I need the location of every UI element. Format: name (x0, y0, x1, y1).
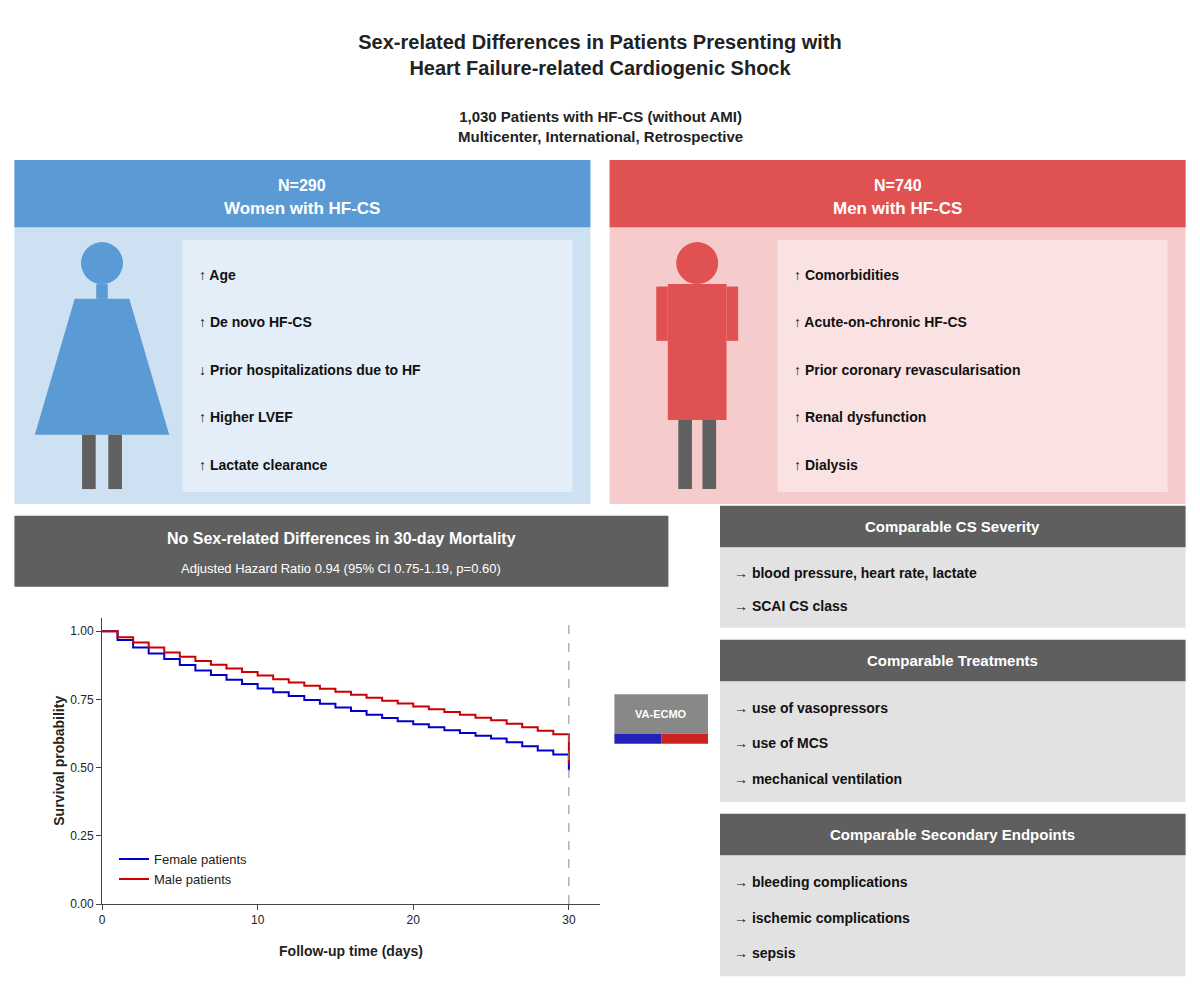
svg-text:↑ Prior coronary revascularisa: ↑ Prior coronary revascularisation (794, 362, 1020, 378)
svg-text:→ bleeding complications: → bleeding complications (734, 874, 908, 890)
svg-text:0.25: 0.25 (70, 829, 94, 843)
svg-text:0.50: 0.50 (70, 761, 94, 775)
svg-text:30: 30 (562, 913, 576, 927)
svg-text:Follow-up time (days): Follow-up time (days) (279, 943, 423, 959)
svg-text:0: 0 (99, 913, 106, 927)
svg-text:↑ De novo HF-CS: ↑ De novo HF-CS (199, 314, 312, 330)
svg-text:Comparable CS Severity: Comparable CS Severity (865, 518, 1040, 535)
svg-text:Women with HF-CS: Women with HF-CS (224, 199, 380, 218)
svg-text:→ ischemic complications: → ischemic complications (734, 910, 910, 926)
svg-text:10: 10 (251, 913, 265, 927)
svg-text:20: 20 (407, 913, 421, 927)
svg-text:Male patients: Male patients (154, 872, 232, 887)
svg-text:0.00: 0.00 (70, 897, 94, 911)
svg-text:↑ Higher LVEF: ↑ Higher LVEF (199, 409, 293, 425)
svg-text:Comparable Treatments: Comparable Treatments (867, 652, 1038, 669)
svg-text:→ SCAI CS class: → SCAI CS class (734, 598, 848, 614)
svg-text:→ use of MCS: → use of MCS (734, 735, 828, 751)
svg-text:↑ Lactate clearance: ↑ Lactate clearance (199, 457, 328, 473)
svg-text:1,030 Patients with HF-CS (wit: 1,030 Patients with HF-CS (without AMI)M… (458, 108, 743, 145)
svg-text:→ sepsis: → sepsis (734, 945, 796, 961)
svg-text:→ blood pressure, heart rate,: → blood pressure, heart rate, lactate (734, 565, 977, 581)
svg-text:Comparable Secondary Endpoints: Comparable Secondary Endpoints (830, 826, 1075, 843)
svg-text:→ use of vasopressors: → use of vasopressors (734, 700, 888, 716)
svg-text:Female patients: Female patients (154, 852, 247, 867)
svg-text:1.00: 1.00 (70, 624, 94, 638)
svg-text:↑ Dialysis: ↑ Dialysis (794, 457, 858, 473)
svg-text:↑ Comorbidities: ↑ Comorbidities (794, 267, 899, 283)
svg-text:↓ Prior hospitalizations due t: ↓ Prior hospitalizations due to HF (199, 362, 421, 378)
svg-text:Survival probability: Survival probability (51, 696, 67, 826)
svg-text:↑ Age: ↑ Age (199, 267, 236, 283)
svg-text:Sex-related Differences in Pat: Sex-related Differences in Patients Pres… (358, 31, 841, 79)
svg-text:↑ Acute-on-chronic HF-CS: ↑ Acute-on-chronic HF-CS (794, 314, 967, 330)
svg-text:→ mechanical ventilation: → mechanical ventilation (734, 771, 902, 787)
svg-text:↑ Renal dysfunction: ↑ Renal dysfunction (794, 409, 926, 425)
svg-text:0.75: 0.75 (70, 693, 94, 707)
svg-text:Men with HF-CS: Men with HF-CS (833, 199, 962, 218)
svg-text:Adjusted Hazard Ratio 0.94 (95: Adjusted Hazard Ratio 0.94 (95% CI 0.75-… (181, 561, 501, 576)
svg-text:VA-ECMO: VA-ECMO (635, 708, 687, 720)
svg-text:N=290: N=290 (278, 177, 326, 194)
svg-text:No Sex-related Differences in: No Sex-related Differences in 30-day Mor… (167, 530, 516, 547)
svg-text:N=740: N=740 (874, 177, 922, 194)
